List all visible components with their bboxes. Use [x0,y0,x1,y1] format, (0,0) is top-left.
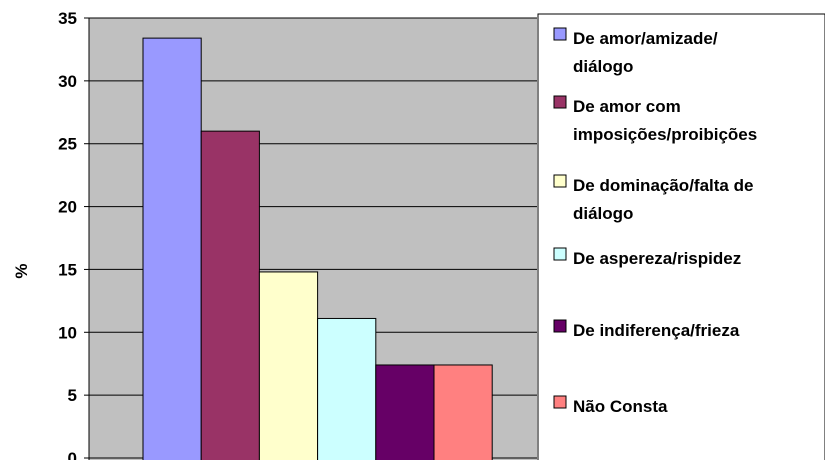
legend-label: De amor com [573,97,681,116]
y-axis-title: % [12,263,31,278]
legend-label: diálogo [573,57,633,76]
y-tick-label: 10 [58,323,77,342]
legend-label: imposições/proibições [573,125,757,144]
bar [433,364,493,465]
legend-label: diálogo [573,204,633,223]
legend-label: Não Consta [573,397,668,416]
axes: 0 5 10 15 20 25 30 35 [58,9,90,465]
legend-swatch [553,395,567,409]
legend-swatch [553,95,567,109]
bars [142,37,493,465]
y-tick-label: 20 [58,198,77,217]
y-tick-label: 15 [58,260,77,279]
legend-swatch [553,174,567,188]
y-tick-label: 35 [58,9,77,28]
y-tick-label: 5 [68,386,77,405]
legend-label: De indiferença/frieza [573,321,740,340]
legend-label: De dominação/falta de [573,176,753,195]
legend-swatch [553,247,567,261]
y-tick-label: 25 [58,135,77,154]
bar [142,37,202,465]
legend-box [537,13,825,465]
y-tick-label: 30 [58,72,77,91]
legend-swatch [553,27,567,41]
bar [258,271,319,465]
legend: De amor/amizade/diálogo De amor com imposi… [537,13,825,465]
bar [200,130,260,465]
legend-swatch [553,319,567,333]
y-tick-label: 0 [68,449,77,460]
bar [317,317,377,465]
bar [375,364,435,465]
legend-label: De aspereza/rispidez [573,249,741,268]
legend-label: De amor/amizade/ [573,29,718,48]
